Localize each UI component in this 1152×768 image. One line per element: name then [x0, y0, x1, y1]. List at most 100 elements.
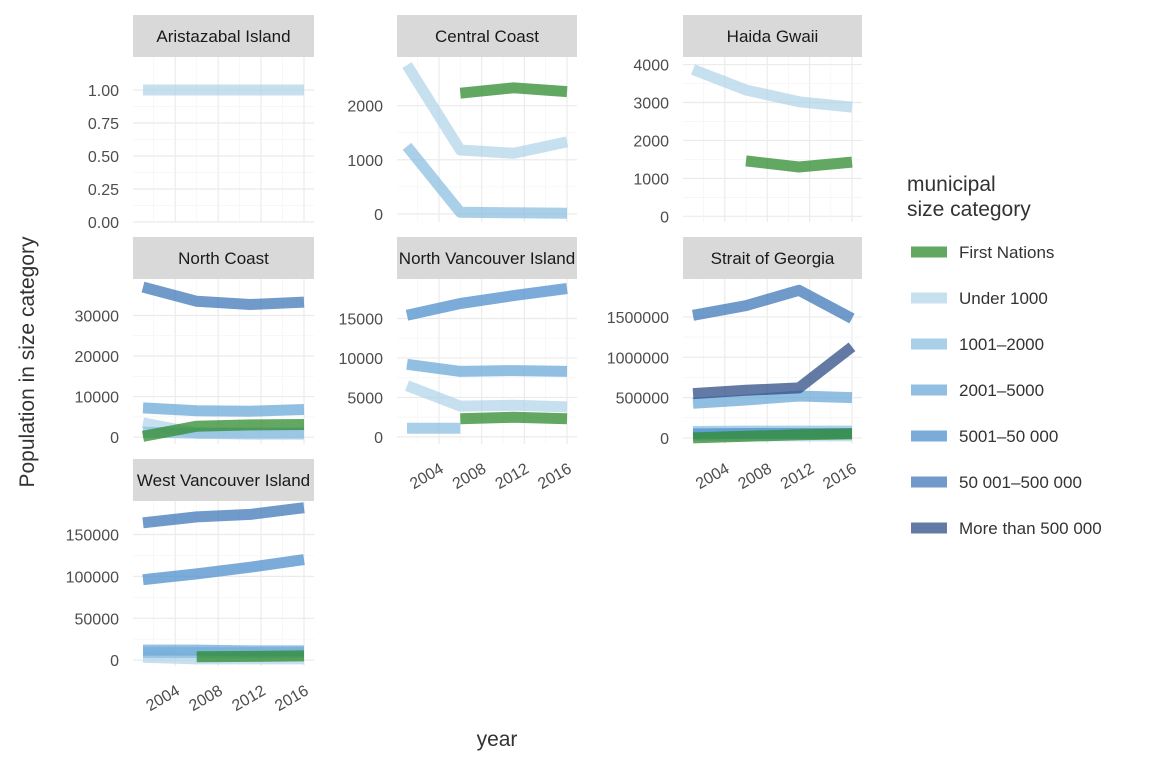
y-tick-label: 1500000	[607, 310, 669, 327]
legend-item-more-than-500-000: More than 500 000	[911, 519, 1102, 538]
y-tick-label: 0.00	[88, 215, 119, 232]
series-lines	[142, 502, 305, 665]
y-axis-title: Population in size category	[16, 236, 39, 487]
y-tick-label: 10000	[75, 390, 120, 407]
series-line-under-1000	[405, 380, 568, 413]
panel-title: Aristazabal Island	[156, 27, 290, 46]
y-tick-label: 1000	[347, 153, 383, 170]
series-line-first-nations	[460, 411, 568, 425]
x-tick-label: 2012	[493, 460, 532, 493]
x-tick-label: 2008	[186, 682, 225, 715]
y-tick-label: 0.25	[88, 182, 119, 199]
gridlines	[133, 57, 314, 223]
y-tick-label: 2000	[347, 99, 383, 116]
panel-strip	[683, 237, 862, 279]
series-line-first-nations	[141, 419, 305, 442]
series-line-2001-5000	[142, 402, 305, 417]
series-lines	[691, 64, 853, 173]
y-tick-label: 0	[374, 430, 383, 447]
legend-item-under-1000: Under 1000	[911, 289, 1048, 308]
y-tick-label: 2000	[633, 133, 669, 150]
y-tick-label: 0	[660, 209, 669, 226]
legend-item-first-nations: First Nations	[911, 243, 1054, 262]
y-tick-label: 50000	[75, 611, 120, 628]
x-tick-label: 2008	[450, 460, 489, 493]
y-tick-label: 0	[110, 430, 119, 447]
x-tick-label: 2016	[820, 460, 859, 493]
series-line-50-001-500-000	[142, 502, 305, 529]
panels: Aristazabal Island 0.00 0.25 0.50 0.75 1.00 Ce…	[66, 15, 862, 715]
panel-strip	[397, 237, 577, 279]
y-tick-label: 10000	[339, 351, 384, 368]
legend-label: First Nations	[959, 243, 1054, 262]
x-tick-label: 2012	[229, 682, 268, 715]
y-tick-label: 1.00	[88, 83, 119, 100]
series-line-2001-5000	[692, 390, 853, 409]
y-tick-label: 0	[110, 653, 119, 670]
series-line-under-1000	[691, 64, 853, 113]
panel-title: Haida Gwaii	[727, 27, 819, 46]
x-tick-label: 2004	[143, 682, 182, 715]
panel-strip	[133, 15, 314, 57]
panel-central-coast: Central Coast 0 1000 2000	[347, 15, 577, 224]
panel-haida-gwaii: Haida Gwaii 0 1000 2000 3000 4000	[633, 15, 862, 226]
y-tick-label: 4000	[633, 58, 669, 75]
panel-strip	[133, 459, 314, 501]
y-tick-label: 3000	[633, 96, 669, 113]
legend-item-5001-50-000: 5001–50 000	[911, 427, 1058, 446]
panel-strip	[683, 15, 862, 57]
y-tick-label: 20000	[75, 349, 120, 366]
legend-item-1001-2000: 1001–2000	[911, 335, 1044, 354]
legend-label: Under 1000	[959, 289, 1048, 308]
x-tick-label: 2012	[778, 460, 817, 493]
gridlines	[133, 501, 314, 666]
legend-item-50-001-500-000: 50 001–500 000	[911, 473, 1082, 492]
series-line-first-nations	[745, 155, 853, 173]
x-tick-label: 2004	[407, 460, 446, 493]
panel-strip	[133, 237, 314, 279]
series-line-50-001-500-000	[692, 284, 855, 324]
series-lines	[692, 284, 856, 444]
series-line-2001-5000	[406, 358, 568, 377]
x-tick-label: 2008	[735, 460, 774, 493]
panel-strip	[397, 15, 577, 57]
y-tick-label: 1000000	[607, 350, 669, 367]
panel-title: Strait of Georgia	[711, 249, 835, 268]
series-line-5001-50-000	[142, 554, 305, 586]
panel-title: West Vancouver Island	[137, 471, 310, 490]
panel-strait-of-georgia: Strait of Georgia 0 500000 1000000 1500000 20…	[607, 237, 862, 493]
legend-title: municipal	[907, 173, 996, 196]
legend-label: 50 001–500 000	[959, 473, 1082, 492]
y-tick-label: 15000	[339, 311, 384, 328]
panel-title: North Coast	[178, 249, 269, 268]
series-line-50-001-500-000	[141, 281, 305, 310]
x-tick-label: 2004	[693, 460, 732, 493]
series-line-more-than-500-000	[692, 342, 856, 400]
panel-aristazabal-island: Aristazabal Island 0.00 0.25 0.50 0.75 1.00	[88, 15, 314, 232]
x-tick-label: 2016	[272, 682, 311, 715]
legend-label: 1001–2000	[959, 335, 1044, 354]
series-line-5001-50-000	[405, 283, 568, 321]
series-lines	[405, 283, 568, 434]
y-tick-label: 150000	[66, 528, 119, 545]
legend-label: 2001–5000	[959, 381, 1044, 400]
y-tick-label: 0	[660, 431, 669, 448]
series-line-first-nations	[196, 650, 305, 663]
y-tick-label: 30000	[75, 308, 120, 325]
y-tick-label: 500000	[616, 391, 669, 408]
series-line-1001-2000	[402, 142, 568, 219]
panel-north-coast: North Coast 0 10000 20000 30000	[75, 237, 314, 447]
series-lines	[402, 62, 569, 219]
x-axis-title: year	[477, 728, 518, 751]
panel-north-vancouver-island: North Vancouver Island 0 5000 10000 15000 200…	[339, 237, 577, 493]
y-tick-label: 0.50	[88, 149, 119, 166]
y-tick-label: 5000	[347, 390, 383, 407]
series-lines	[141, 281, 305, 442]
legend-label: More than 500 000	[959, 519, 1102, 538]
series-line-under-1000	[402, 62, 569, 159]
gridlines	[397, 57, 577, 222]
y-tick-label: 0.75	[88, 116, 119, 133]
y-tick-label: 1000	[633, 171, 669, 188]
